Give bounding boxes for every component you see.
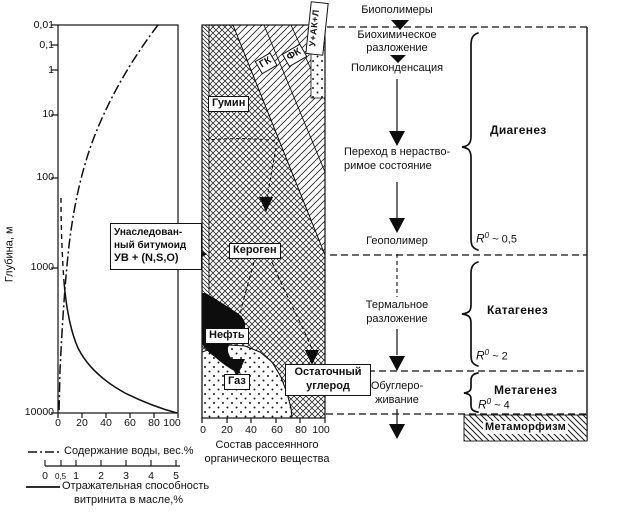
left-x-60: 60 (124, 417, 136, 429)
inherited-bitumoid-line2: ный битумоид (114, 239, 187, 251)
left-x-100: 100 (163, 417, 181, 429)
mid-x-0: 0 (200, 424, 206, 436)
residual-carbon-label: Остаточный углерод (285, 364, 371, 396)
refl-tick-2: 2 (98, 470, 104, 482)
geopolymer-label: Геополимер (366, 235, 428, 247)
humin-down-arrow (259, 197, 273, 212)
reflectance-value-catagenesis: R0 ~ 2 (476, 348, 508, 363)
metagenesis-label: Метагенез (494, 383, 558, 397)
mid-x-20: 20 (221, 424, 233, 436)
thermal-decomposition-line1: Термальное (365, 299, 429, 311)
catagenesis-label: Катагенез (487, 303, 548, 317)
refl-tick-0: 0 (42, 470, 48, 482)
biochemical-decomposition-line2: разложение (366, 42, 428, 54)
depth-axis-label: Глубина, м (3, 226, 16, 283)
legend-graphics (26, 451, 180, 488)
left-x-20: 20 (76, 417, 88, 429)
reflectance-value-diagenesis: R0 ~ 0,5 (476, 231, 517, 246)
biochemical-decomposition-line1: Биохимическое (357, 29, 437, 41)
r-value: ~ 0,5 (492, 233, 517, 246)
inherited-bitumoid-box: Унаследован- ный битумоид УВ + (N,S,O) (110, 223, 202, 270)
stage-boundaries (326, 26, 588, 441)
oil-label: Нефть (205, 328, 249, 344)
left-x-40: 40 (100, 417, 112, 429)
composition-axis-label-1: Состав рассеянного (215, 439, 319, 451)
stage-braces (461, 32, 479, 413)
refl-tick-1: 1 (73, 470, 79, 482)
metamorphism-label: Метаморфизм (483, 421, 569, 434)
refl-tick-05: 0,5 (54, 472, 67, 481)
r-base: R (476, 348, 485, 363)
left-x-80: 80 (148, 417, 160, 429)
humin-boundary (205, 138, 278, 212)
biopolymers-label: Биополимеры (361, 4, 433, 16)
kerogen-to-residual-arrow (305, 350, 319, 365)
water-content-curve (58, 24, 159, 414)
carbonization-line1: Обуглеро- (370, 380, 424, 392)
gas-label: Газ (224, 374, 250, 390)
carbonization-line2: живание (375, 394, 419, 406)
reflectance-legend-label-2: витринита в масле,% (74, 494, 184, 506)
composition-axis-label-2: органического вещества (204, 453, 330, 465)
inherited-bitumoid-strip (202, 25, 210, 293)
kerogen-label: Кероген (229, 243, 281, 259)
left-plot-y-ticks (51, 24, 58, 414)
y-tick-100: 100 (36, 171, 54, 183)
r-sup: 0 (484, 348, 490, 357)
insoluble-transition-line1: Переход в нераство- (344, 146, 451, 158)
refl-tick-3: 3 (123, 470, 129, 482)
y-tick-01: 0,1 (39, 39, 54, 51)
r-sup: 0 (484, 231, 490, 240)
residual-carbon-line2: углерод (306, 379, 350, 392)
reflectance-legend-label-1: Отражательная способность (62, 480, 210, 492)
left-depth-plot (51, 24, 179, 418)
y-tick-10: 10 (42, 108, 54, 120)
y-tick-001: 0,01 (33, 19, 54, 31)
metagenesis-brace (463, 372, 479, 413)
mid-x-40: 40 (245, 424, 257, 436)
inherited-bitumoid-line1: Унаследован- (114, 227, 183, 238)
humin-label: Гумин (208, 96, 250, 112)
inherited-bitumoid-line3: УВ + (N,S,O) (114, 252, 179, 264)
catagenesis-brace (461, 261, 479, 367)
process-arrows (389, 20, 409, 439)
r-sup: 0 (486, 397, 492, 406)
mid-x-80: 80 (295, 424, 307, 436)
kerogen-arrows (234, 261, 319, 365)
acid-bands-region (232, 24, 326, 256)
oil-to-gas-arrow (228, 359, 245, 377)
y-tick-10000: 10000 (24, 406, 54, 418)
residual-carbon-line1: Остаточный (294, 366, 362, 378)
composition-chart (201, 24, 326, 423)
reflectance-value-metagenesis: R0 ~ 4 (478, 397, 510, 412)
left-x-0: 0 (55, 417, 61, 429)
diagenesis-brace (461, 32, 479, 251)
r-value: ~ 2 (492, 350, 508, 363)
thermal-decomposition-line2: разложение (366, 313, 428, 325)
r-base: R (478, 397, 487, 412)
reflectance-curve-upper (60, 197, 65, 283)
diagenesis-label: Диагенез (490, 123, 547, 137)
y-tick-1000: 1000 (30, 261, 54, 273)
reflectance-scale-ticks (44, 460, 177, 466)
r-value: ~ 4 (494, 399, 510, 412)
y-tick-1: 1 (48, 64, 54, 76)
mid-x-100: 100 (312, 424, 330, 436)
sugars-strip (310, 49, 326, 99)
mid-x-60: 60 (271, 424, 283, 436)
reflectance-curve (63, 281, 178, 414)
r-base: R (476, 231, 485, 246)
refl-tick-5: 5 (173, 470, 179, 482)
composition-x-ticks (201, 418, 326, 423)
left-plot-x-ticks (57, 413, 179, 418)
water-legend-label: Содержание воды, вес.% (64, 445, 194, 457)
polycondensation-label: Поликонденсация (350, 62, 444, 74)
refl-tick-4: 4 (148, 470, 154, 482)
insoluble-transition-line2: римое состояние (344, 160, 432, 172)
